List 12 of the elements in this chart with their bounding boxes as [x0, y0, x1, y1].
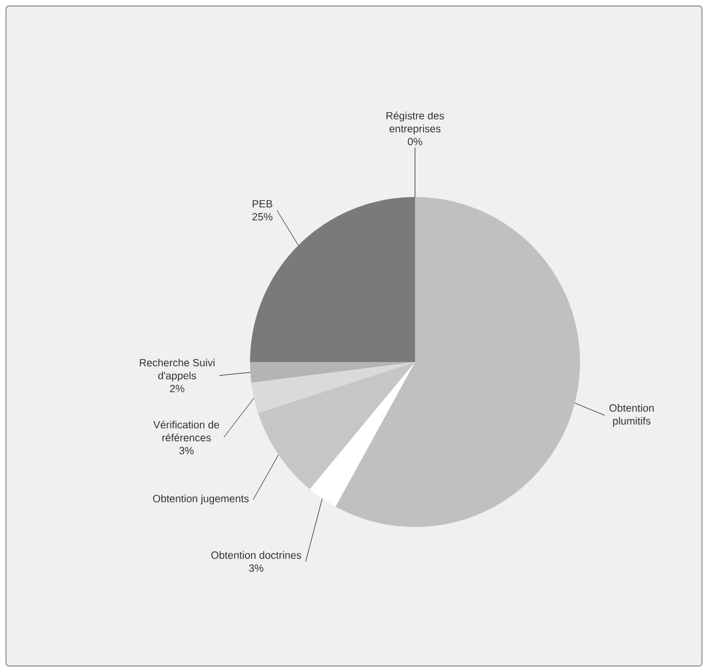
slice-label: Vérification de références: [153, 420, 220, 442]
data-label: 3%: [248, 564, 264, 572]
slice-label: PEB: [252, 200, 272, 208]
slice-label: Recherche Suivi d'appels: [140, 358, 214, 382]
slice-label: Obtention jugements: [153, 494, 249, 504]
data-label: 3%: [179, 446, 194, 454]
text: 0%: [408, 138, 422, 146]
slice-label: Obtention plumitifs: [609, 404, 654, 427]
category-label: Régistre des entreprises: [386, 112, 444, 134]
data-label: 25%: [252, 213, 272, 220]
slice-label: Obtention doctrines: [211, 551, 302, 559]
data-label: 2%: [170, 384, 184, 392]
